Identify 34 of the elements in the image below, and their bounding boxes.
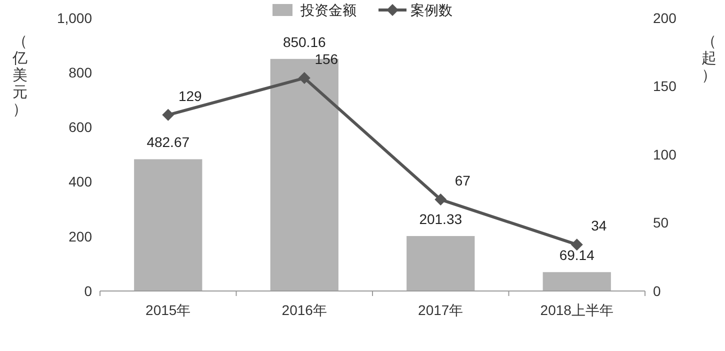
legend-label: 案例数 [410,2,452,18]
data-label: 482.67 [146,134,190,150]
data-label: 850.16 [282,34,326,50]
data-label: 34 [591,218,607,234]
y-tick-label: 400 [68,174,92,190]
x-tick-label: 2015年 [146,302,191,318]
x-tick-label: 2016年 [282,302,327,318]
bar [134,159,202,291]
x-tick-label: 2017年 [418,302,464,318]
data-label: 156 [314,51,338,68]
point [298,72,310,84]
data-label: 69.14 [559,247,595,264]
y2-tick-label: 150 [653,78,677,94]
y-tick-label: 600 [68,119,92,136]
legend-label: 投资金额 [300,2,356,18]
bar [406,236,475,291]
point [162,108,174,121]
data-label: 67 [454,172,471,189]
y2-tick-label: 50 [653,214,669,231]
y2-tick-label: 100 [653,146,677,162]
data-label: 129 [178,88,202,104]
bar [542,272,611,291]
point [570,238,583,251]
y-tick-label: 1,000 [56,10,92,26]
y2-tick-label: 0 [653,282,661,299]
y-axis-title: （亿美元） [12,33,28,118]
y-tick-label: 800 [68,64,92,80]
x-tick-label: 2018上半年 [540,302,614,318]
y-tick-label: 0 [84,282,92,299]
y2-tick-label: 200 [653,10,677,26]
point [434,194,447,206]
data-label: 201.33 [419,211,462,228]
y-tick-label: 200 [68,228,92,244]
y2-axis-title: （起） [702,33,716,84]
